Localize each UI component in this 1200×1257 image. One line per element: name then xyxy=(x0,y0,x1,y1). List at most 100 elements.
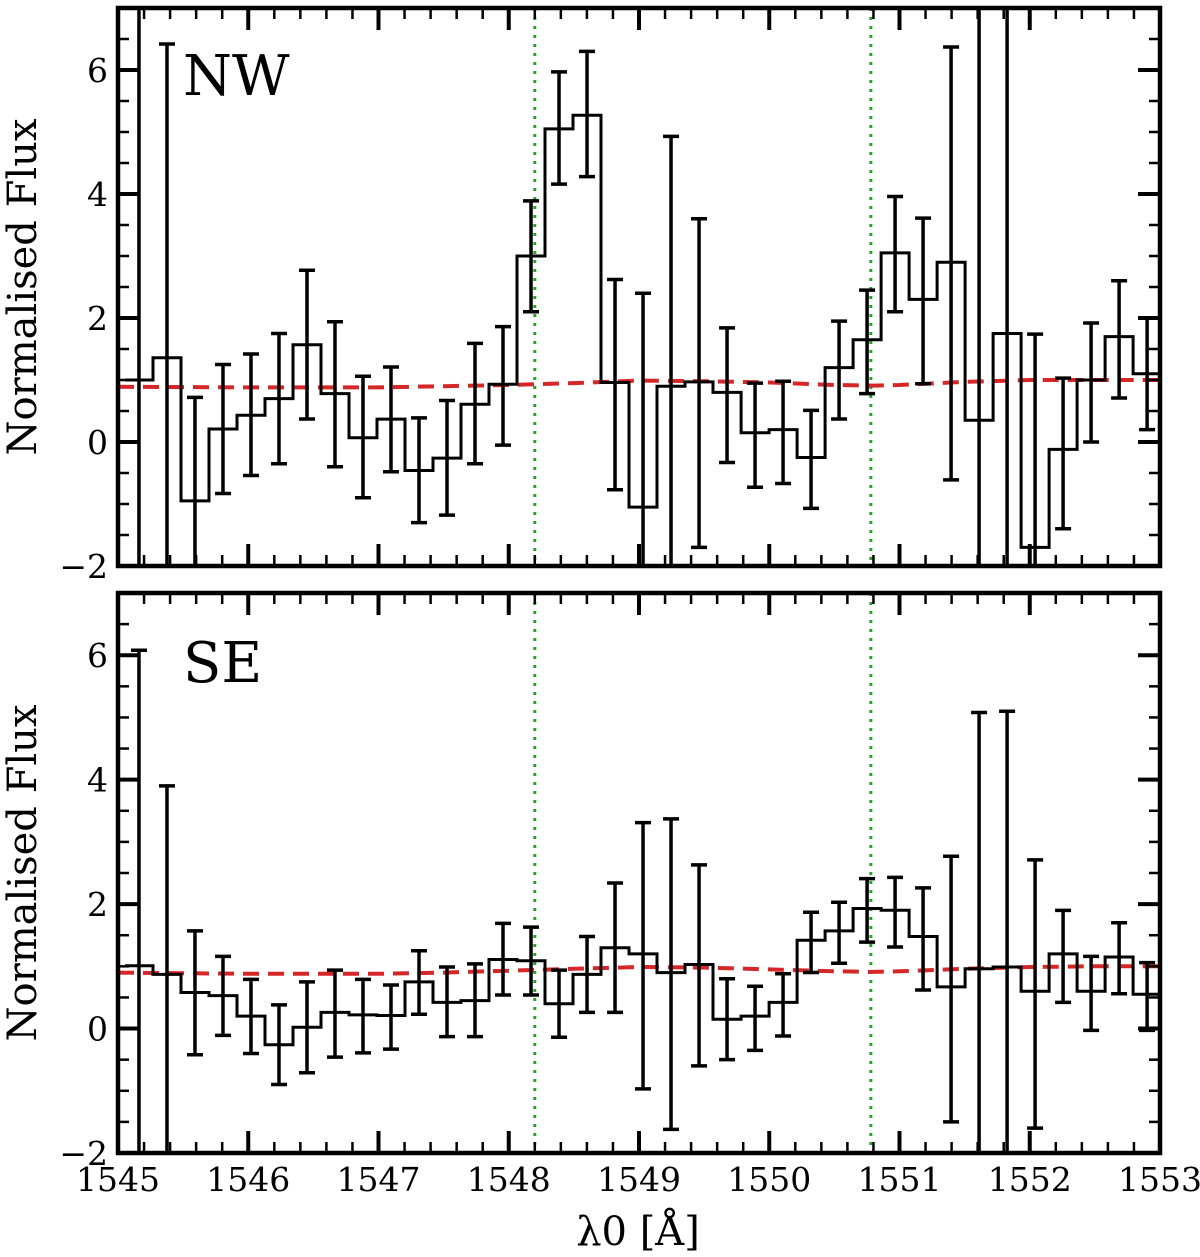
error-bar xyxy=(495,324,512,447)
error-bar xyxy=(579,934,596,1015)
error-bar xyxy=(915,216,932,386)
error-bar xyxy=(383,983,400,1051)
x-tick-label: 1551 xyxy=(858,1160,942,1199)
error-bar xyxy=(523,199,540,314)
error-bar xyxy=(691,217,708,550)
y-tick-label: 4 xyxy=(87,175,108,214)
x-tick-label: 1550 xyxy=(727,1160,811,1199)
error-bar xyxy=(1027,332,1044,566)
panel-label-nw: NW xyxy=(183,44,290,109)
plot-area xyxy=(118,593,1160,1153)
error-bar xyxy=(691,863,708,1068)
y-tick-label: −2 xyxy=(59,1134,108,1173)
axes-frame xyxy=(115,590,1163,1156)
error-bar xyxy=(1111,921,1128,996)
error-bar xyxy=(270,331,287,466)
y-tick-label: 0 xyxy=(87,1010,108,1049)
error-bar xyxy=(214,362,231,496)
x-tick-label: 1552 xyxy=(988,1160,1072,1199)
error-bar xyxy=(1055,376,1072,531)
error-bar xyxy=(158,42,175,566)
error-bar xyxy=(355,374,372,500)
error-bar xyxy=(411,949,428,1016)
error-bar xyxy=(1027,858,1044,1130)
error-bar xyxy=(551,70,568,186)
y-tick-label: 4 xyxy=(87,761,108,800)
error-bar xyxy=(607,881,624,1015)
error-bar xyxy=(859,288,876,396)
error-bar xyxy=(383,365,400,474)
error-bar xyxy=(859,876,876,944)
error-bar xyxy=(1055,908,1072,1005)
error-bar xyxy=(467,341,484,466)
x-tick-label: 1553 xyxy=(1118,1160,1200,1199)
error-bar xyxy=(242,352,259,478)
y-tick-label: 0 xyxy=(87,423,108,462)
error-bar xyxy=(719,326,736,465)
error-bar xyxy=(326,968,343,1059)
error-bar xyxy=(270,1003,287,1087)
x-axis-title: λ0 [Å] xyxy=(576,1208,700,1255)
error-bar xyxy=(467,962,484,1039)
error-bar xyxy=(943,854,960,1124)
panel-nw: NW Normalised Flux −2 0 2 4 6 xyxy=(0,5,1163,586)
error-bar xyxy=(775,379,792,486)
error-bar xyxy=(298,980,315,1075)
x-tick-label: 1549 xyxy=(597,1160,681,1199)
error-bar xyxy=(775,972,792,1038)
error-bar xyxy=(831,319,848,421)
error-bar xyxy=(607,277,624,492)
error-bar xyxy=(663,817,680,1132)
error-bar xyxy=(887,875,904,949)
error-bar xyxy=(551,968,568,1040)
error-bar xyxy=(214,954,231,1038)
error-bar xyxy=(635,291,652,566)
x-tick-label: 1546 xyxy=(206,1160,290,1199)
error-bar xyxy=(915,886,932,992)
error-bar xyxy=(663,134,680,566)
error-bar xyxy=(355,977,372,1055)
error-bar xyxy=(747,984,764,1053)
error-bar xyxy=(186,395,203,566)
y-tick-label: 2 xyxy=(87,885,108,924)
error-bar xyxy=(1111,279,1128,400)
x-tick-label: 1547 xyxy=(337,1160,421,1199)
x-tick-label: 1548 xyxy=(467,1160,551,1199)
error-bar xyxy=(495,921,512,997)
error-bar xyxy=(523,925,540,997)
error-bar xyxy=(298,268,315,421)
error-bar xyxy=(242,977,259,1056)
error-bar xyxy=(831,900,848,965)
panel-se: SE Normalised Flux −2 0 2 4 6 1545 1546 1547 154… xyxy=(0,590,1200,1199)
error-bar xyxy=(1083,954,1100,1033)
y-tick-label: 6 xyxy=(87,51,108,90)
y-tick-label: 2 xyxy=(87,299,108,338)
error-bar xyxy=(971,710,988,1153)
y-tick-label: −2 xyxy=(59,547,108,586)
plot-area xyxy=(118,8,1160,566)
error-bar xyxy=(411,416,428,525)
error-bar xyxy=(579,49,596,179)
error-bar xyxy=(158,784,175,1153)
error-bar xyxy=(439,398,456,517)
error-bar xyxy=(439,965,456,1039)
error-bar xyxy=(943,45,960,482)
error-bar xyxy=(130,648,147,1153)
y-axis-title-top: Normalised Flux xyxy=(0,118,46,455)
x-tick-label: 1545 xyxy=(76,1160,160,1199)
y-tick-label: 6 xyxy=(87,636,108,675)
error-bar xyxy=(719,977,736,1062)
error-bar xyxy=(747,381,764,490)
error-bar xyxy=(635,820,652,1091)
error-bar xyxy=(326,319,343,469)
error-bar xyxy=(999,709,1016,1153)
error-bar xyxy=(186,929,203,1057)
model-line xyxy=(118,378,1160,390)
y-axis-title-bottom: Normalised Flux xyxy=(0,704,46,1041)
axes-frame xyxy=(115,5,1163,569)
panel-label-se: SE xyxy=(183,631,262,696)
error-bar xyxy=(1083,321,1100,444)
error-bar xyxy=(803,408,820,511)
error-bar xyxy=(803,910,820,975)
